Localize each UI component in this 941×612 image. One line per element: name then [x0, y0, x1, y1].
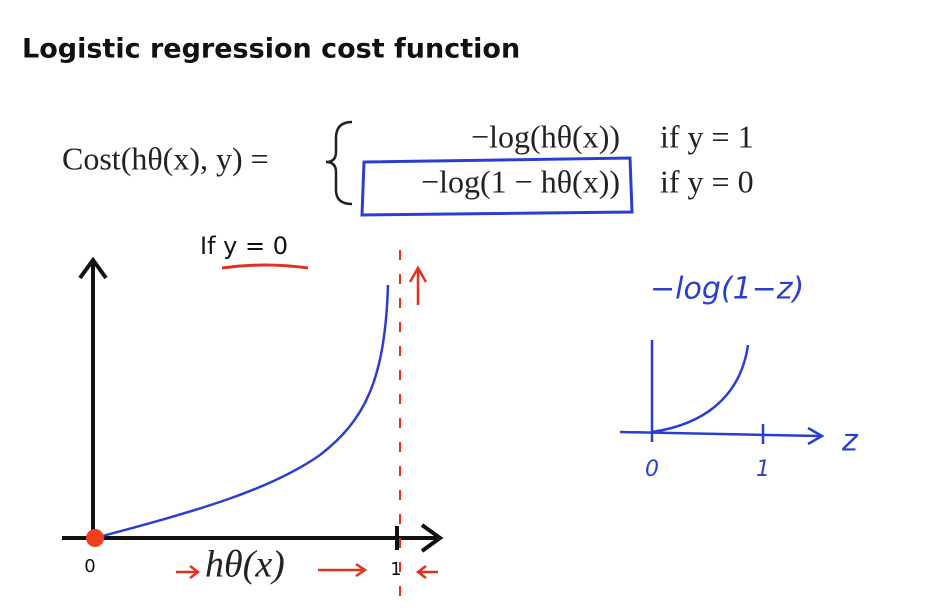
sketch-axis-label: z [841, 424, 859, 459]
axes [62, 256, 444, 553]
case-condition: if y = 0 [660, 163, 754, 199]
highlight-box [360, 156, 634, 217]
tick-label: 0 [84, 556, 95, 577]
slide-title: Logistic regression cost function [22, 34, 520, 65]
underline [221, 263, 309, 270]
sketch-tick: 0 [645, 457, 659, 482]
case-expr: −log(1 − hθ(x)) [421, 163, 620, 199]
case-expr: −log(hθ(x)) [471, 118, 620, 154]
sketch-tick: 1 [756, 457, 770, 482]
origin-dot [86, 529, 104, 547]
sketch-axes [619, 340, 825, 446]
arrows [176, 562, 438, 579]
cost-curve [94, 284, 390, 540]
plot-label: If y = 0 [200, 232, 288, 260]
tick-label: 1 [390, 559, 401, 580]
formula-lhs: Cost(hθ(x), y) = [62, 140, 269, 176]
x-axis-label: hθ(x) [205, 544, 285, 586]
case-condition: if y = 1 [660, 118, 754, 154]
brace [325, 120, 353, 206]
sketch-label: −log(1−z) [650, 272, 804, 307]
arrow [408, 265, 428, 305]
